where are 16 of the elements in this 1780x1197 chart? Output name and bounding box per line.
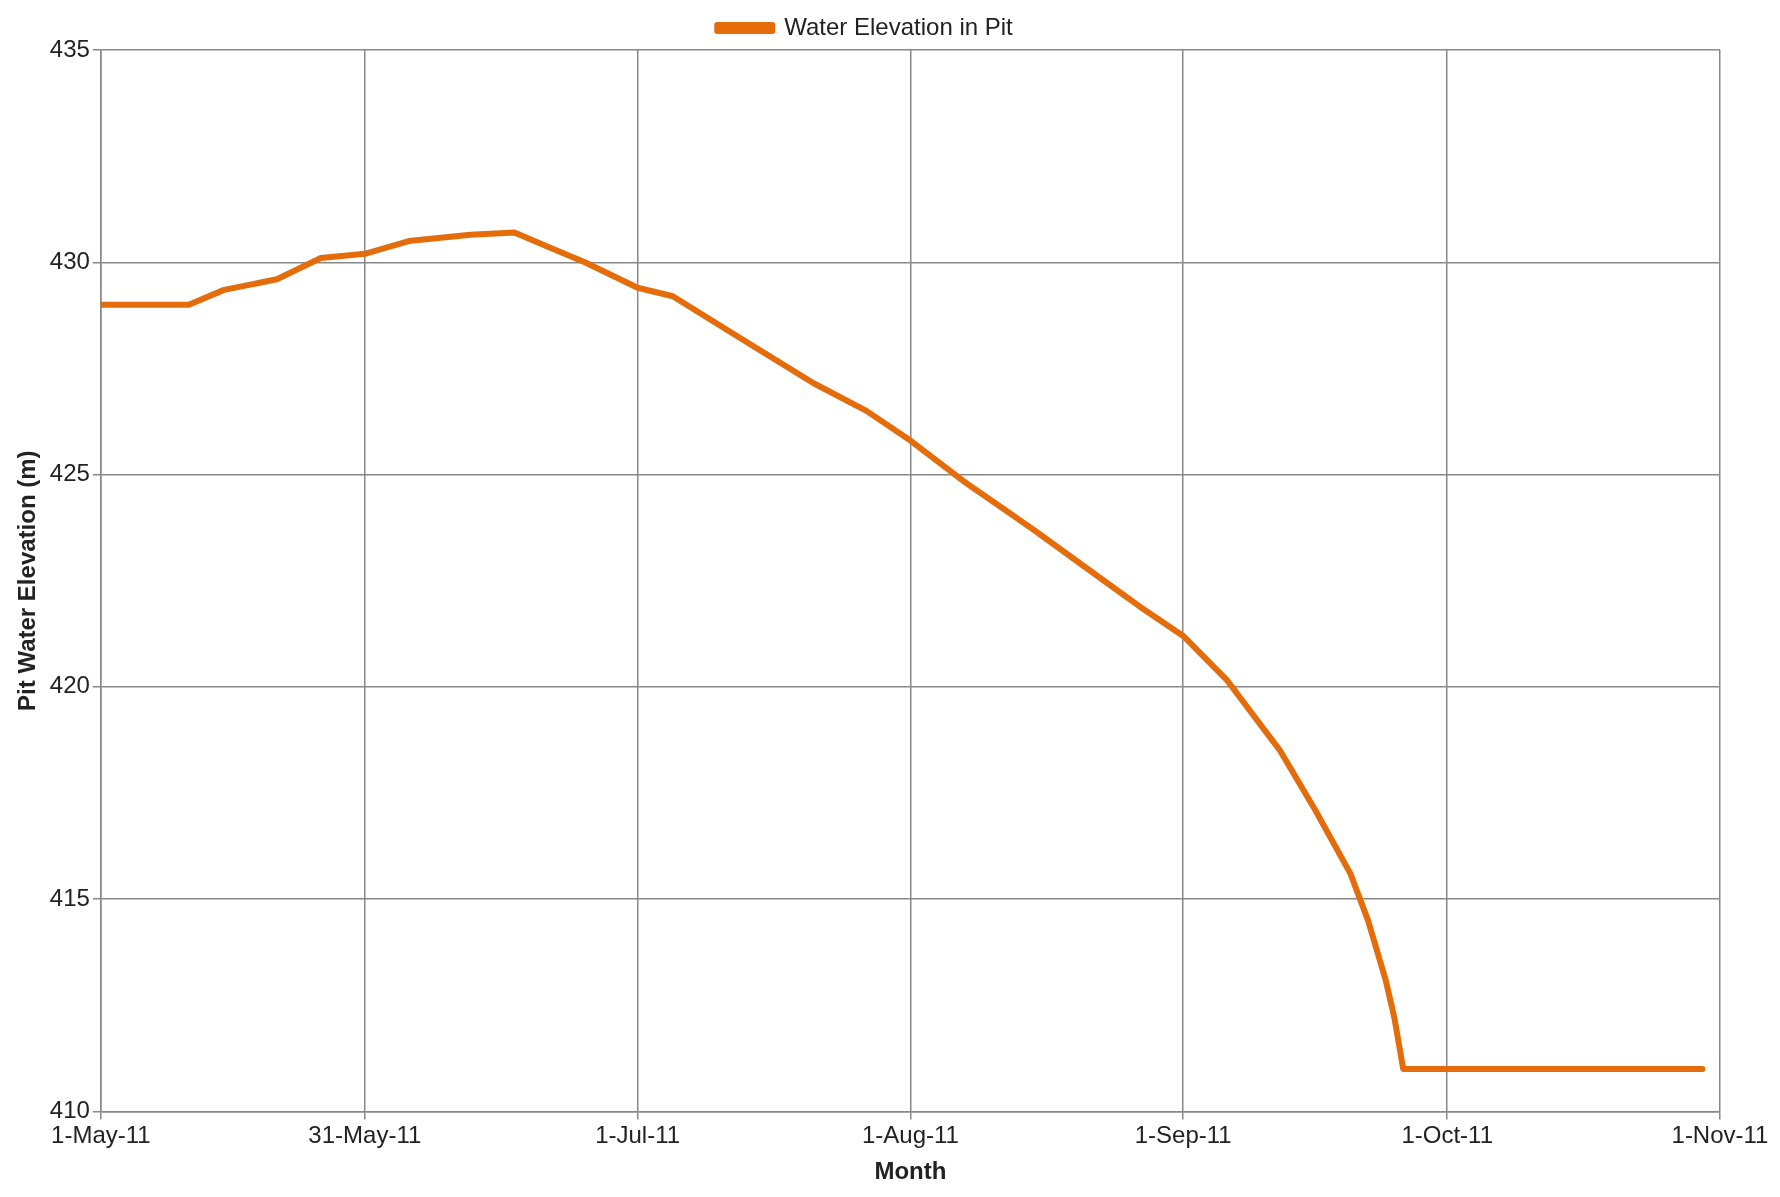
y-tick-label: 430 <box>49 246 90 274</box>
y-tick-label: 415 <box>49 883 90 911</box>
x-tick-label: 1-Sep-11 <box>1134 1121 1232 1149</box>
y-tick-label: 425 <box>49 459 90 487</box>
legend-label: Water Elevation in Pit <box>784 12 1014 40</box>
x-tick-label: 1-May-11 <box>51 1121 151 1149</box>
y-tick-label: 410 <box>49 1096 90 1124</box>
x-tick-label: 1-Nov-11 <box>1671 1121 1769 1149</box>
x-tick-label: 1-Aug-11 <box>861 1121 959 1149</box>
y-tick-label: 420 <box>49 671 90 699</box>
x-axis-title: Month <box>874 1157 947 1185</box>
x-tick-label: 1-Oct-11 <box>1401 1121 1493 1149</box>
y-axis-title: Pit Water Elevation (m) <box>13 450 41 711</box>
x-tick-label: 31-May-11 <box>308 1121 422 1149</box>
x-tick-label: 1-Jul-11 <box>595 1121 681 1149</box>
y-tick-label: 435 <box>49 34 90 62</box>
